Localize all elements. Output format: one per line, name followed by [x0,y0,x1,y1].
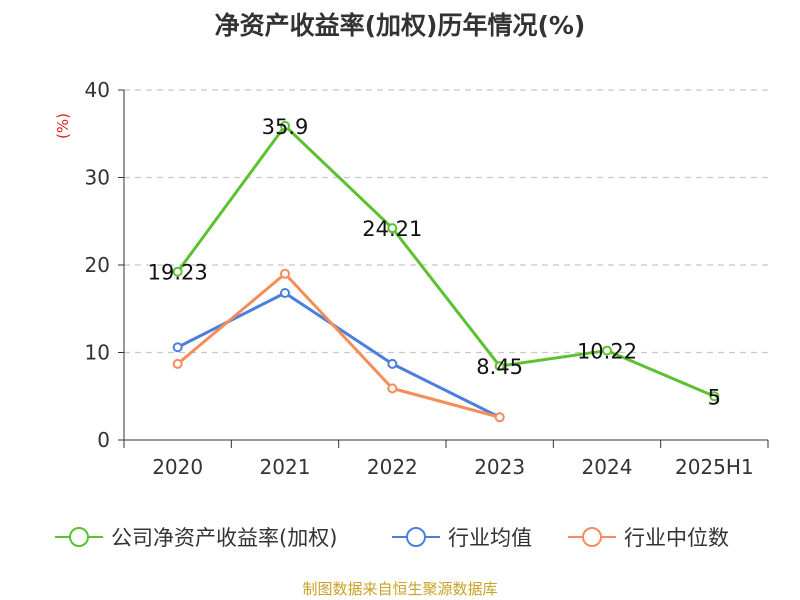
data-point [280,120,290,131]
x-tick-label: 2025H1 [675,455,754,479]
x-tick-label: 2020 [152,455,203,479]
legend-item-industry-median[interactable]: 行业中位数 [568,521,729,553]
legend-label-industry-mean: 行业均值 [448,526,532,550]
series-line [176,291,501,419]
grid-lines [124,89,768,354]
series-line [176,124,715,398]
x-tick-label: 2023 [474,455,525,479]
data-point [494,412,505,423]
data-label: 19.23 [148,261,208,285]
legend-label-industry-median: 行业中位数 [624,526,729,550]
y-tick-label: 30 [85,166,110,190]
legend-label-company-roe: 公司净资产收益率(加权) [111,526,338,550]
x-tick-label: 2022 [367,455,418,479]
axes: 0 10 20 30 40 2020 2021 2022 2023 2024 2025H1 (%) [54,78,769,479]
data-point [387,223,398,234]
legend-item-company-roe[interactable]: 公司净资产收益率(加权) [55,521,337,553]
y-tick-label: 0 [97,428,110,452]
y-axis-label: (%) [54,113,72,139]
data-point [709,391,720,402]
y-tick-label: 20 [85,253,110,277]
data-point [387,383,398,394]
data-label: 24.21 [362,217,422,241]
x-tick-label: 2024 [582,455,633,479]
y-tick-label: 10 [85,341,110,365]
data-point [280,268,290,279]
series-lines [172,120,720,423]
legend-item-industry-mean[interactable]: 行业均值 [392,521,532,553]
legend-marker-industry-mean [392,527,440,547]
data-point [602,345,612,356]
data-point [172,342,183,353]
data-point [172,266,183,277]
legend-marker-industry-median [568,527,616,547]
data-point [280,288,290,298]
y-tick-label: 40 [85,78,110,102]
data-labels: 19.23 35.9 24.21 8.45 10.22 5 [148,115,721,409]
chart-title: 净资产收益率(加权)历年情况(%) [214,11,586,40]
data-point [172,358,183,369]
data-label: 8.45 [476,355,523,379]
data-label: 35.9 [262,115,309,139]
data-label: 5 [708,385,721,409]
x-tick-label: 2021 [260,455,311,479]
data-point [387,358,398,369]
source-note: 制图数据来自恒生聚源数据库 [302,580,498,598]
legend-marker-company-roe [55,527,103,547]
series-line [176,272,501,419]
data-label: 10.22 [577,340,637,364]
data-point [494,361,505,372]
